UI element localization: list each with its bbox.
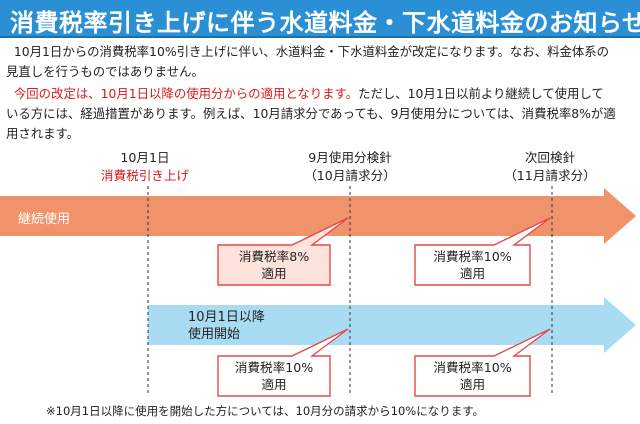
callout-8pct: 消費税率8% 適用 <box>218 248 330 282</box>
callout-10pct-blue1: 消費税率10% 適用 <box>218 359 330 393</box>
new-use-arrow <box>148 297 636 353</box>
next-reading-label: 次回検針 <box>524 150 576 165</box>
notice-line3-text: 用されます。 <box>6 126 80 141</box>
callout-10pct-orange: 消費税率10% 適用 <box>415 248 530 282</box>
intro-line1-text: 10月1日からの消費税率10%引き上げに伴い、水道料金・下水道料金が改定になりま… <box>13 44 610 59</box>
callout-10pct-orange-line2: 適用 <box>459 266 486 281</box>
notice-line1-rest: ただし、10月1日以前より継続して使用して <box>358 86 604 101</box>
callout-10pct-blue1-shape <box>217 328 349 397</box>
callout-10pct-blue1-line1: 消費税率10% <box>234 360 314 375</box>
notice-red-text: 今回の改定は、10月1日以降の使用分からの適用となります。 <box>13 86 359 101</box>
sep-billing-label: （10月請求分） <box>304 168 396 183</box>
sep-reading-label: 9月使用分検針 <box>308 150 392 165</box>
page-title: 消費税率引き上げに伴う水道料金・下水道料金のお知らせ <box>10 9 640 37</box>
callout-10pct-blue2-line1: 消費税率10% <box>433 360 512 375</box>
notice-paragraph-line2: いる方には、経過措置があります。例えば、10月請求分であっても、9月使用分につい… <box>6 104 634 124</box>
new-use-label-line1: 10月1日以降 <box>188 310 265 325</box>
callout-8pct-line2: 適用 <box>261 266 287 281</box>
continuing-use-arrow <box>0 188 636 244</box>
intro-paragraph-line2: 見直しを行うものではありません。 <box>6 62 634 82</box>
next-billing-label: （11月請求分） <box>504 168 596 183</box>
oct1-date-label: 10月1日 <box>120 150 170 165</box>
callout-8pct-line1: 消費税率8% <box>238 249 310 264</box>
intro-paragraph-line1: 10月1日からの消費税率10%引き上げに伴い、水道料金・下水道料金が改定になりま… <box>6 42 634 62</box>
footnote: ※10月1日以降に使用を開始した方については、10月分の請求から10%になります… <box>46 404 485 418</box>
notice-paragraph-line3: 用されます。 <box>6 124 634 144</box>
callout-8pct-shape <box>217 217 349 286</box>
continuing-use-label: 継続使用 <box>18 212 71 227</box>
title-bar: 消費税率引き上げに伴う水道料金・下水道料金のお知らせ <box>0 0 640 38</box>
callout-10pct-blue1-line2: 適用 <box>261 377 287 392</box>
new-use-label-line2: 使用開始 <box>188 327 241 342</box>
new-use-label: 10月1日以降 使用開始 <box>188 309 265 343</box>
callout-10pct-blue2-line2: 適用 <box>459 377 486 392</box>
notice-paragraph-line1: 今回の改定は、10月1日以降の使用分からの適用となります。ただし、10月1日以前… <box>6 84 634 104</box>
intro-line2-text: 見直しを行うものではありません。 <box>6 64 204 79</box>
callout-10pct-blue2: 消費税率10% 適用 <box>415 359 530 393</box>
oct1-event-label: 消費税引き上げ <box>100 168 190 183</box>
callout-10pct-blue2-shape <box>414 328 551 397</box>
notice-line2-text: いる方には、経過措置があります。例えば、10月請求分であっても、9月使用分につい… <box>6 106 616 121</box>
callout-10pct-orange-shape <box>414 217 551 286</box>
callout-10pct-orange-line1: 消費税率10% <box>433 249 512 264</box>
